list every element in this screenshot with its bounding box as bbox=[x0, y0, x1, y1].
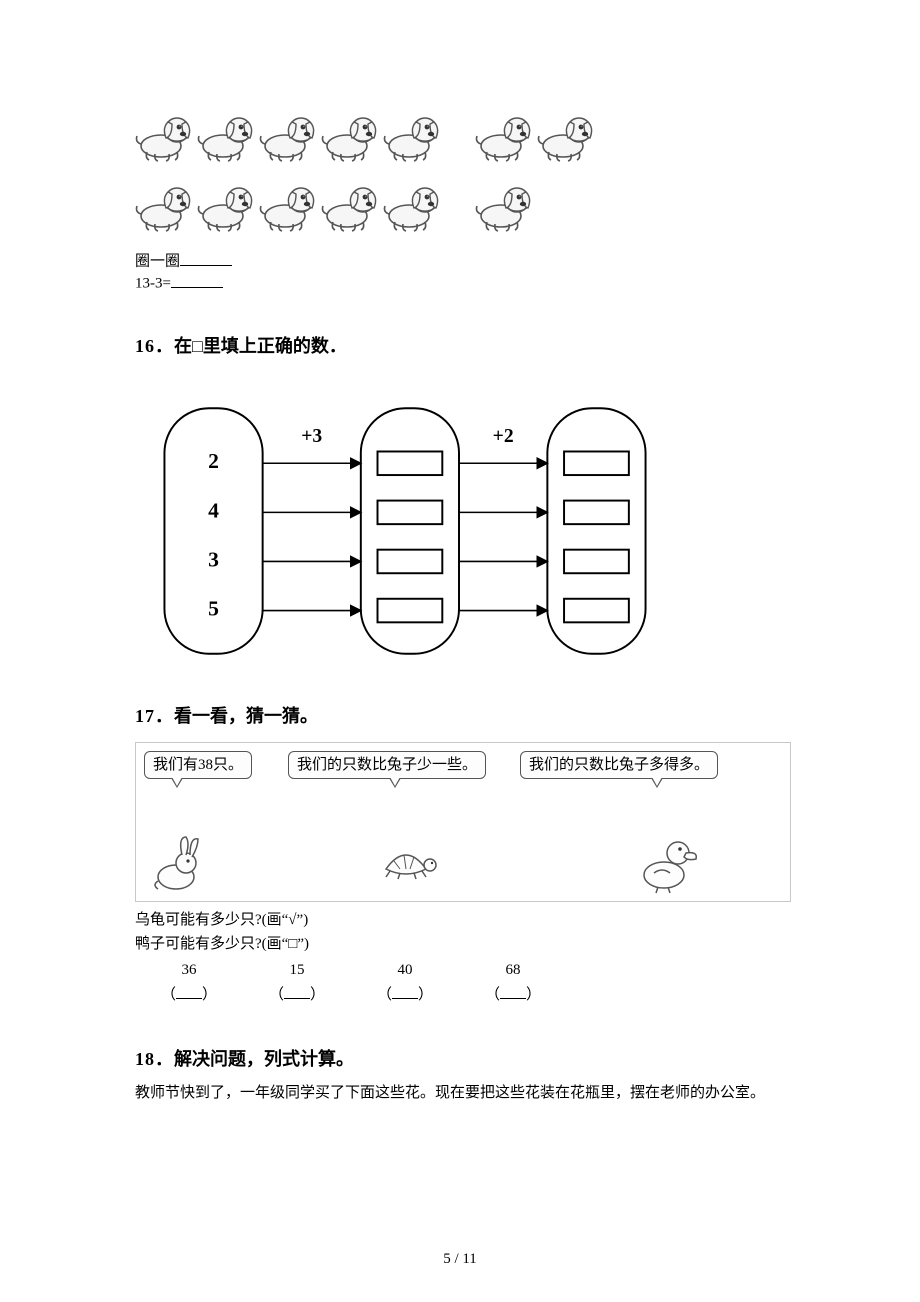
q17-figure: 我们有38只。 我们的只数比兔子少一些。 我们的只数比兔子多得多。 bbox=[135, 742, 791, 902]
q17-bubble-rabbit: 我们有38只。 bbox=[144, 751, 252, 779]
q18-title: 解决问题，列式计算。 bbox=[174, 1049, 354, 1069]
q17-choice-values: 36 15 40 68 bbox=[135, 958, 790, 984]
q15-blank-2[interactable] bbox=[171, 273, 223, 288]
q17-bubble-duck: 我们的只数比兔子多得多。 bbox=[520, 751, 718, 779]
q17-choice-blanks: （） （） （） （） bbox=[135, 983, 790, 1009]
q17-choice-2: 40 bbox=[351, 958, 459, 984]
q18-heading: 18．解决问题，列式计算。 bbox=[135, 1045, 790, 1071]
duck-icon bbox=[636, 829, 700, 895]
q15-text-block: 圈一圈 13-3= bbox=[135, 251, 790, 296]
q17-bubble-turtle: 我们的只数比兔子少一些。 bbox=[288, 751, 486, 779]
worksheet-page: 圈一圈 13-3= 16．在□里填上正确的数． 2 4 3 5 +3 +2 17．看一看，… bbox=[0, 0, 920, 1302]
footer-sep: / bbox=[451, 1251, 463, 1267]
rabbit-icon bbox=[146, 835, 206, 895]
turtle-icon bbox=[376, 839, 446, 883]
q15-blank-1[interactable] bbox=[180, 251, 232, 266]
q17-choice-0: 36 bbox=[135, 958, 243, 984]
q18-number: 18． bbox=[135, 1049, 174, 1069]
svg-text:2: 2 bbox=[208, 449, 219, 473]
q17-choices: 36 15 40 68 （） （） （） （） bbox=[135, 958, 790, 1009]
q15-line1-label: 圈一圈 bbox=[135, 254, 180, 270]
q17-blank-1[interactable]: （） bbox=[243, 983, 351, 1009]
q15-line1: 圈一圈 bbox=[135, 251, 790, 273]
q16-title: 在□里填上正确的数． bbox=[174, 336, 347, 356]
q17-line-turtle: 乌龟可能有多少只?(画“√”) bbox=[135, 908, 790, 932]
q17-heading: 17．看一看，猜一猜。 bbox=[135, 702, 790, 728]
q17-line-duck: 鸭子可能有多少只?(画“□”) bbox=[135, 932, 790, 956]
q17-choice-3: 68 bbox=[459, 958, 567, 984]
svg-text:+2: +2 bbox=[493, 426, 514, 447]
q15-dogs-figure bbox=[135, 110, 790, 245]
svg-text:4: 4 bbox=[208, 498, 219, 522]
q17-bubble-duck-text: 我们的只数比兔子多得多。 bbox=[529, 757, 709, 773]
q16-figure: 2 4 3 5 +3 +2 bbox=[135, 398, 790, 666]
svg-text:5: 5 bbox=[208, 596, 219, 620]
q17-blank-2[interactable]: （） bbox=[351, 983, 459, 1009]
q17-number: 17． bbox=[135, 706, 174, 726]
q17-choice-1: 15 bbox=[243, 958, 351, 984]
q15-line2: 13-3= bbox=[135, 273, 790, 295]
q17-blank-3[interactable]: （） bbox=[459, 983, 567, 1009]
q17-bubble-rabbit-text: 我们有38只。 bbox=[153, 757, 243, 773]
q16-number: 16． bbox=[135, 336, 174, 356]
svg-text:+3: +3 bbox=[301, 426, 322, 447]
q17-title: 看一看，猜一猜。 bbox=[174, 706, 318, 726]
q16-heading: 16．在□里填上正确的数． bbox=[135, 332, 790, 358]
svg-text:3: 3 bbox=[208, 547, 219, 571]
footer-page: 5 bbox=[443, 1251, 451, 1267]
q15-line2-prefix: 13-3= bbox=[135, 276, 171, 292]
page-footer: 5 / 11 bbox=[0, 1251, 920, 1268]
q17-instructions: 乌龟可能有多少只?(画“√”) 鸭子可能有多少只?(画“□”) bbox=[135, 908, 790, 956]
q17-blank-0[interactable]: （） bbox=[135, 983, 243, 1009]
footer-total: 11 bbox=[462, 1251, 476, 1267]
q18-body: 教师节快到了，一年级同学买了下面这些花。现在要把这些花装在花瓶里，摆在老师的办公… bbox=[135, 1081, 790, 1105]
q17-bubble-turtle-text: 我们的只数比兔子少一些。 bbox=[297, 757, 477, 773]
